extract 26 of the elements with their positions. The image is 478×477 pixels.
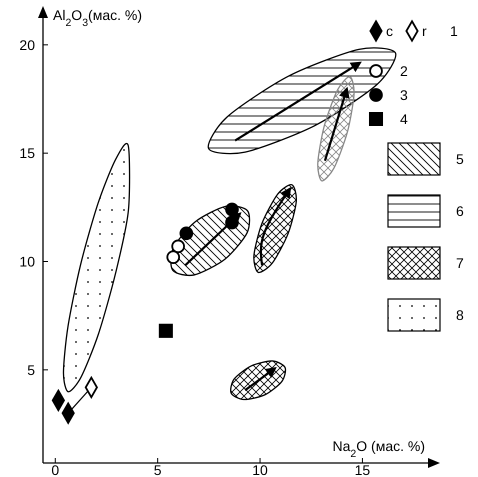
legend-label: 3 [400, 87, 408, 103]
y-tick-label: 5 [27, 362, 36, 378]
legend-label: 8 [456, 307, 464, 323]
x-tick-label: 10 [252, 462, 268, 477]
legend-label: 5 [456, 151, 464, 167]
legend-label: 6 [456, 203, 464, 219]
y-tick-label: 10 [19, 254, 36, 270]
legend-label: r [422, 23, 427, 39]
text: 1 [450, 23, 458, 39]
legend-label: c [386, 23, 393, 39]
y-tick-label: 20 [19, 36, 36, 53]
legend-label: 7 [456, 255, 464, 271]
point [166, 250, 180, 264]
y-axis-title: Al$_{2}$O$_{3}$(мас. %) [53, 7, 142, 29]
point [225, 216, 239, 230]
x-tick-label: 5 [154, 462, 162, 477]
legend-label: 2 [400, 63, 408, 79]
x-tick-label: 0 [51, 462, 60, 477]
point [225, 202, 239, 216]
legend-label: 4 [400, 111, 408, 127]
point [171, 240, 185, 254]
point [158, 324, 173, 338]
y-tick-label: 15 [19, 145, 36, 162]
point [180, 226, 194, 240]
x-axis-title: Na$_{2}$O (мас. %) [332, 438, 425, 460]
x-tick-label: 15 [354, 462, 370, 477]
